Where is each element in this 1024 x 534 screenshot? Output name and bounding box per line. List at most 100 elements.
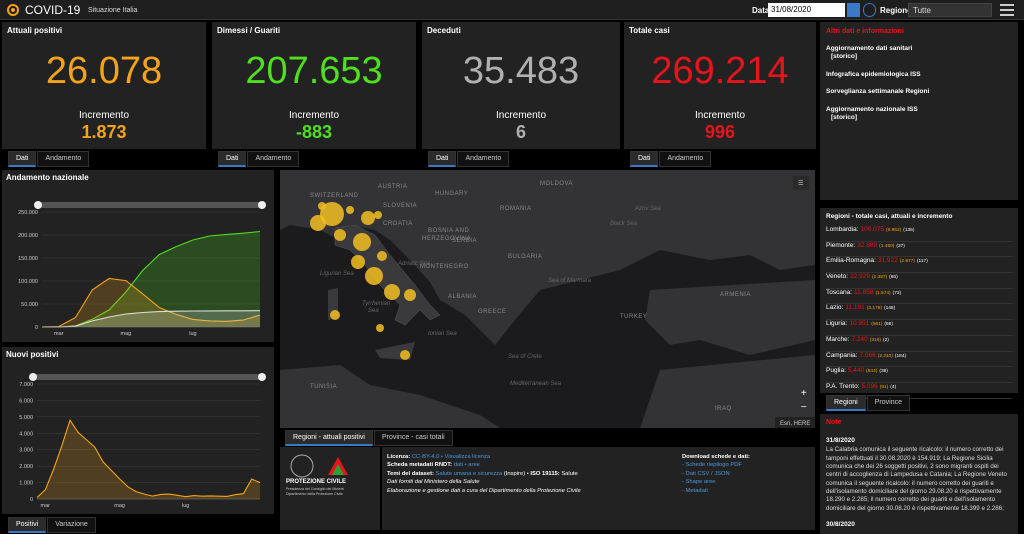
region-row: Veneto: 22.929 (2.387) (65): [826, 273, 1012, 289]
region-cell: (318): [869, 337, 881, 343]
info-link-line: Sorveglianza settimanale Regioni: [826, 88, 930, 96]
region-cell: 11.858: [854, 288, 874, 296]
region-row: Campania: 7.066 (2.210) (184): [826, 352, 1012, 368]
license-segment: (Inspire) •: [502, 470, 531, 477]
download-link[interactable]: - Schede riepilogo PDF: [682, 462, 742, 469]
tab[interactable]: Province - casi totali: [373, 430, 453, 446]
region-cell: (117): [916, 259, 928, 265]
download-link[interactable]: - Metadati: [682, 487, 708, 494]
attribution-bg: [775, 417, 815, 428]
tab[interactable]: Variazione: [47, 517, 96, 533]
tab[interactable]: Andamento: [37, 151, 90, 167]
tab[interactable]: Dati: [630, 151, 659, 167]
license-line: Elaborazione e gestione dati a cura del …: [387, 487, 677, 495]
logo-icon: [7, 4, 19, 16]
zoom-in[interactable]: +: [801, 388, 807, 399]
map-label: Adriatic Sea: [397, 261, 431, 267]
attribution: Esri, HERE: [780, 421, 810, 427]
y-tick-label: 50.000: [21, 302, 38, 308]
bubble: [377, 251, 387, 261]
tab[interactable]: Dati: [218, 151, 247, 167]
y-tick-label: 7.000: [19, 382, 33, 388]
info-link[interactable]: Aggiornamento nazionale ISS [storico]: [826, 106, 1012, 123]
info-link[interactable]: Sorveglianza settimanale Regioni: [826, 88, 1012, 96]
date-input[interactable]: 31/08/2020: [768, 3, 845, 17]
region-row: Emilia-Romagna: 31.922 (2.977) (117): [826, 257, 1012, 274]
license-segment: CC-BY-4.0 • Visualizza licenza: [411, 454, 491, 460]
info-link[interactable]: Infografica epidemiologica ISS: [826, 71, 1012, 79]
download-link[interactable]: - Dati CSV / JSON: [682, 470, 730, 477]
tab[interactable]: Dati: [8, 151, 37, 167]
map-label: Mediterranean Sea: [510, 381, 562, 387]
region-row: Liguria: 10.951 (561) (66): [826, 320, 1012, 336]
region-cell: Piemonte:: [826, 241, 856, 249]
region-cell: 7.240: [851, 335, 868, 343]
note-text: La Calabria comunica il seguente ricalco…: [826, 446, 1007, 512]
region-cell: Liguria:: [826, 320, 848, 328]
y-tick-label: 100.000: [18, 279, 38, 285]
download-link[interactable]: - Shape aree: [682, 479, 716, 486]
region-cell: (6.952): [886, 228, 902, 233]
region-cell: (66): [884, 322, 893, 328]
map-label: Ionian Sea: [428, 331, 457, 337]
kpi-panel: Deceduti 35.483 Incremento 6: [422, 22, 620, 149]
map-label: Azov Sea: [634, 206, 661, 212]
slider-handle: [258, 201, 266, 209]
region-cell: (1.450): [879, 243, 895, 249]
bubble: [320, 202, 344, 226]
map-label: SWITZERLAND: [310, 193, 359, 199]
info-link-line: Aggiornamento dati sanitari: [826, 45, 913, 52]
tab[interactable]: Province: [866, 395, 910, 411]
info-link[interactable]: Aggiornamento dati sanitari [storico]: [826, 45, 1012, 62]
notes-title: Note: [826, 419, 842, 426]
map-label: SLOVENIA: [383, 203, 417, 209]
region-cell: (2.210): [877, 353, 893, 359]
map-label: BOSNIA AND: [428, 228, 470, 234]
layers-button[interactable]: [793, 176, 809, 190]
footer-panel: Licenza: CC-BY-4.0 • Visualizza licenza S…: [382, 447, 815, 530]
map-label: ALBANIA: [448, 294, 477, 300]
region-cell: (2.977): [899, 259, 915, 265]
region-cell: (2): [882, 337, 889, 343]
region-cell: 100.075: [860, 226, 885, 233]
region-cell: Puglia:: [826, 367, 846, 375]
license-segment: Salute: [561, 470, 578, 477]
series-area: [42, 310, 260, 327]
license-line: Scheda metadati RNDT: dati • aree: [387, 461, 677, 469]
series-area: [42, 278, 260, 327]
tab[interactable]: Regioni: [826, 395, 866, 411]
series-area: [42, 231, 260, 327]
region-select[interactable]: Tutte: [908, 3, 992, 17]
tab[interactable]: Regioni - attuali positivi: [285, 430, 373, 446]
region-cell: (148): [883, 306, 896, 312]
date-label: Data: [752, 6, 770, 15]
series-line: [41, 277, 261, 328]
bubble: [365, 267, 383, 285]
map-label: CROATIA: [383, 221, 413, 227]
calendar-button[interactable]: [847, 3, 860, 17]
menu-button[interactable]: [1000, 4, 1014, 16]
region-cell: Lazio:: [826, 304, 844, 312]
new-chart: 0 1.000 2.000 3.000 4.000 5.000 6.000 7.000 mar m…: [19, 373, 266, 509]
kpi-increment-label: Incremento: [78, 110, 130, 121]
clock-button[interactable]: [863, 3, 876, 17]
land: [640, 355, 815, 428]
tab[interactable]: Andamento: [247, 151, 300, 167]
tab[interactable]: Dati: [428, 151, 457, 167]
region-row: Marche: 7.240 (318) (2): [826, 336, 1012, 352]
region-cell: 31.922: [877, 257, 898, 265]
kpi-increment: 6: [515, 122, 526, 142]
map-label: ROMANIA: [500, 206, 532, 212]
license-segment: ISO 19115:: [530, 470, 562, 477]
tab[interactable]: Andamento: [457, 151, 510, 167]
tab[interactable]: Positivi: [8, 517, 47, 533]
bubble: [400, 350, 410, 360]
series-area: [37, 420, 260, 499]
zoom-out[interactable]: −: [801, 402, 807, 413]
tab[interactable]: Andamento: [659, 151, 712, 167]
map-label: Tyrrhenian: [362, 301, 391, 307]
slider-track: [37, 202, 265, 208]
kpi-tabs: Dati Andamento: [630, 151, 712, 167]
bubble: [334, 229, 346, 241]
license-segment: Dati forniti dal Ministero della Salute: [387, 479, 480, 486]
